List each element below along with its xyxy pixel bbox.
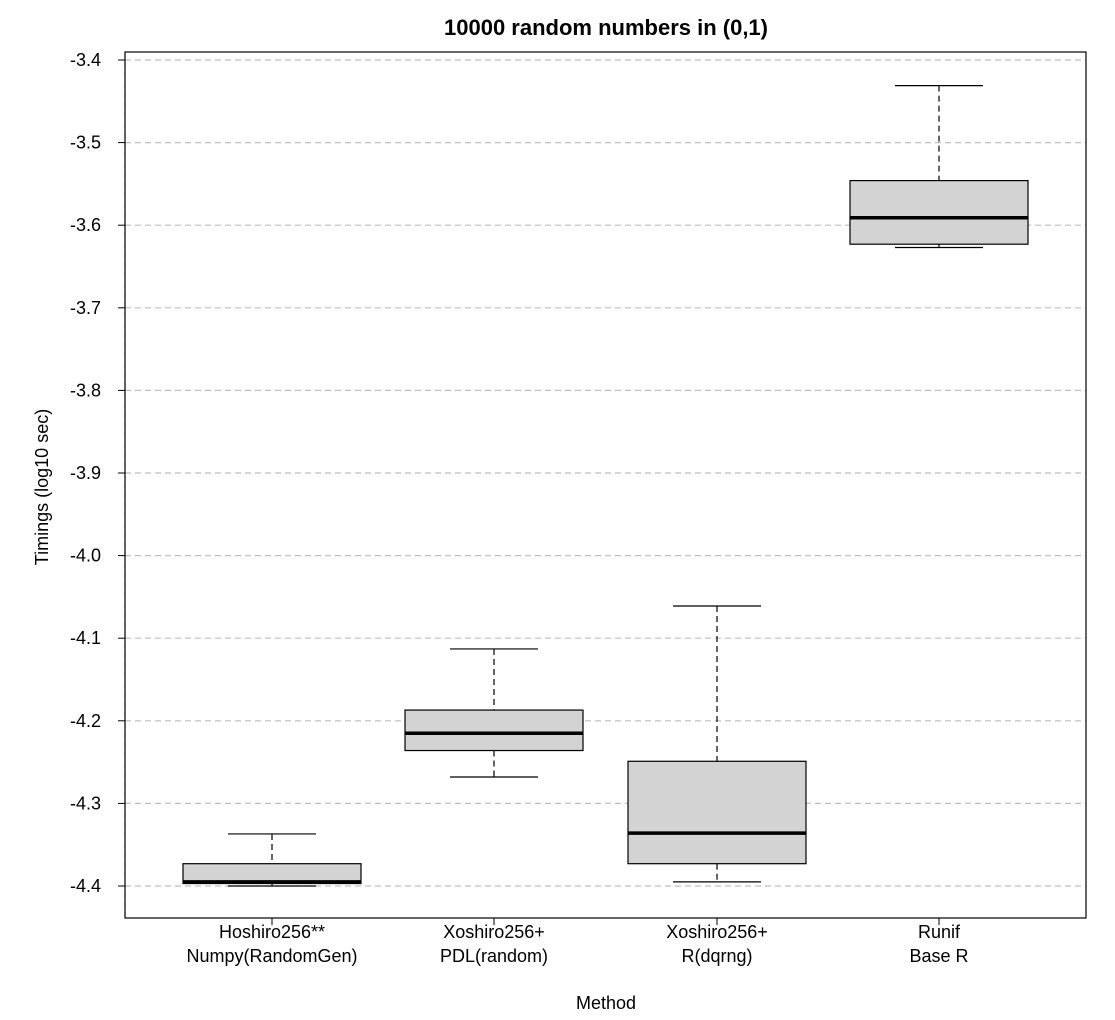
- x-axis: Hoshiro256** Numpy(RandomGen) Xoshiro256+ P…: [186, 918, 969, 966]
- y-tick-label: -4.1: [70, 628, 101, 648]
- x-category-label-line2: PDL(random): [440, 946, 548, 966]
- box-1: [182, 833, 362, 887]
- box-2: [404, 648, 584, 778]
- y-tick-label: -4.0: [70, 546, 101, 566]
- y-tick-label: -4.4: [70, 876, 101, 896]
- y-axis-label: Timings (log10 sec): [32, 409, 52, 565]
- box-3: [627, 605, 807, 883]
- y-axis: -3.4 -3.5 -3.6 -3.7 -3.8 -3.9 -4.0 -4.1 -4.2 -4.3…: [70, 50, 125, 896]
- x-category-label-line1: Xoshiro256+: [443, 922, 545, 942]
- y-tick-label: -3.5: [70, 133, 101, 153]
- x-category-label-line1: Hoshiro256**: [219, 922, 325, 942]
- iqr-box: [849, 179, 1029, 245]
- y-tick-label: -3.7: [70, 298, 101, 318]
- y-tick-label: -3.8: [70, 380, 101, 400]
- y-tick-label: -4.3: [70, 793, 101, 813]
- x-axis-label: Method: [576, 993, 636, 1013]
- y-tick-label: -4.2: [70, 711, 101, 731]
- plot-frame: [124, 51, 1087, 919]
- box-4: [849, 85, 1029, 249]
- y-tick-label: -3.4: [70, 50, 101, 70]
- y-tick-label: -3.9: [70, 463, 101, 483]
- x-category-label-line1: Xoshiro256+: [666, 922, 768, 942]
- y-tick-label: -3.6: [70, 215, 101, 235]
- iqr-box: [404, 709, 584, 752]
- x-category-label-line2: Numpy(RandomGen): [186, 946, 357, 966]
- x-category-label-line2: Base R: [909, 946, 968, 966]
- iqr-box: [627, 760, 807, 865]
- x-category-label-line2: R(dqrng): [681, 946, 752, 966]
- box-series: [182, 85, 1029, 887]
- x-category-label-line1: Runif: [918, 922, 961, 942]
- chart-title: 10000 random numbers in (0,1): [444, 15, 768, 40]
